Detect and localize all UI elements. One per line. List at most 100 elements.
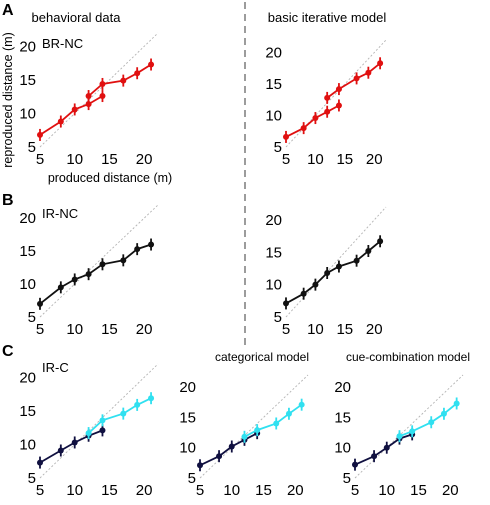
data-point (273, 420, 280, 427)
data-point (353, 257, 360, 264)
y-tick-label: 10 (179, 440, 196, 457)
data-point (283, 133, 289, 140)
data-point (85, 430, 92, 437)
data-point (365, 248, 372, 254)
y-axis-label: reproduced distance (m) (1, 32, 15, 167)
y-tick-label: 20 (265, 212, 282, 229)
data-point (148, 61, 155, 68)
y-tick-label: 5 (188, 470, 196, 487)
y-tick-label: 5 (274, 309, 282, 326)
title-categorical-model: categorical model (215, 350, 309, 364)
panel-letter-c: C (2, 343, 14, 360)
y-tick-label: 15 (265, 244, 282, 261)
x-tick-label: 5 (282, 321, 290, 338)
x-tick-label: 20 (136, 321, 153, 338)
y-tick-label: 15 (19, 72, 36, 89)
subplot-a-0: 5 10 15 20 5 10 15 20 (19, 32, 159, 168)
data-point (216, 453, 223, 460)
data-point (57, 118, 64, 125)
data-point (37, 300, 43, 307)
x-tick-label: 20 (366, 321, 383, 338)
data-point (197, 462, 203, 469)
data-point (85, 101, 92, 108)
identity-line (39, 32, 159, 148)
x-tick-label: 20 (136, 482, 153, 499)
y-tick-label: 20 (179, 379, 196, 396)
data-point (335, 86, 342, 93)
x-tick-label: 15 (336, 321, 353, 338)
x-tick-label: 20 (136, 151, 153, 168)
y-tick-label: 5 (28, 139, 36, 156)
data-point (298, 401, 305, 408)
y-tick-label: 5 (274, 139, 282, 156)
data-point (99, 80, 106, 87)
data-point (57, 447, 64, 454)
series-line-0 (39, 95, 103, 136)
y-tick-label: 20 (334, 379, 351, 396)
y-tick-label: 10 (19, 105, 36, 122)
data-point (285, 410, 292, 417)
y-tick-label: 10 (19, 276, 36, 293)
subplot-b-2: 5 10 15 20 5 10 15 20 (19, 204, 159, 338)
column-title-iterative: basic iterative model (268, 10, 387, 25)
subplot-c-6: 5 10 15 20 5 10 15 20 (334, 374, 464, 499)
data-point (453, 400, 460, 407)
y-tick-label: 10 (265, 108, 282, 125)
data-point (312, 115, 319, 122)
plot-group: 5 10 15 20 5 10 15 20 5 10 15 20 5 10 15 20 5 10 15 20 5 10 15… (19, 32, 464, 499)
x-tick-label: 5 (36, 482, 44, 499)
data-point (85, 93, 92, 100)
y-tick-label: 15 (19, 243, 36, 260)
x-tick-label: 15 (336, 151, 353, 168)
x-tick-label: 15 (101, 151, 118, 168)
condition-label-br-nc: BR-NC (42, 36, 83, 51)
x-tick-label: 5 (36, 151, 44, 168)
y-tick-label: 10 (19, 436, 36, 453)
y-tick-label: 10 (265, 277, 282, 294)
y-tick-label: 20 (19, 210, 36, 227)
identity-line (39, 363, 159, 479)
data-point (134, 70, 141, 77)
x-tick-label: 5 (36, 321, 44, 338)
y-tick-label: 20 (19, 38, 36, 55)
y-tick-label: 10 (334, 440, 351, 457)
data-point (324, 94, 331, 101)
x-tick-label: 20 (442, 482, 459, 499)
data-point (353, 75, 360, 82)
data-point (428, 419, 435, 426)
series-line-1 (244, 403, 303, 438)
title-cue-combination-model: cue-combination model (346, 350, 470, 364)
x-tick-label: 5 (282, 151, 290, 168)
identity-line (285, 206, 387, 318)
identity-line (39, 204, 159, 318)
data-point (37, 131, 43, 138)
data-point (57, 284, 64, 291)
x-tick-label: 5 (196, 482, 204, 499)
x-tick-label: 10 (66, 321, 83, 338)
data-point (352, 461, 358, 468)
data-point (324, 108, 331, 115)
y-tick-label: 15 (265, 76, 282, 93)
data-point (99, 427, 106, 434)
subplot-b-3: 5 10 15 20 5 10 15 20 (265, 206, 387, 338)
y-tick-label: 5 (343, 470, 351, 487)
data-point (37, 459, 43, 466)
data-point (71, 106, 78, 113)
data-point (335, 263, 342, 270)
x-tick-label: 15 (410, 482, 427, 499)
data-point (120, 410, 127, 417)
data-point (85, 271, 92, 278)
condition-label-ir-nc: IR-NC (42, 206, 78, 221)
data-point (134, 401, 141, 408)
data-point (120, 257, 127, 264)
data-point (335, 102, 342, 109)
data-point (324, 270, 331, 276)
data-point (99, 417, 106, 424)
y-tick-label: 15 (179, 409, 196, 426)
x-tick-label: 5 (351, 482, 359, 499)
data-point (99, 261, 106, 268)
series-line-0 (285, 104, 340, 138)
data-point (283, 300, 289, 307)
y-tick-label: 20 (19, 369, 36, 386)
